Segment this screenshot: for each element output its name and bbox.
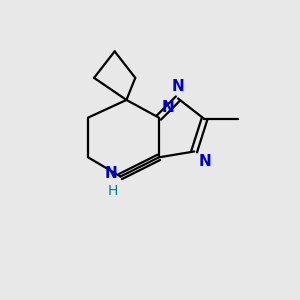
Text: N: N [162, 100, 175, 115]
Text: N: N [172, 79, 184, 94]
Text: H: H [107, 184, 118, 198]
Text: N: N [199, 154, 211, 169]
Text: N: N [105, 166, 118, 181]
